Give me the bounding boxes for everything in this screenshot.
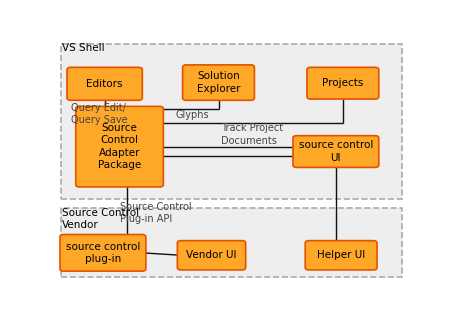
FancyBboxPatch shape (60, 235, 146, 271)
Text: Helper UI: Helper UI (316, 250, 364, 260)
Text: Source Control
Plug-in API: Source Control Plug-in API (119, 202, 191, 224)
Text: source control
plug-in: source control plug-in (65, 242, 140, 264)
Text: source control
UI: source control UI (298, 140, 372, 163)
FancyBboxPatch shape (76, 107, 163, 187)
Text: Query Edit/
Query Save: Query Edit/ Query Save (71, 103, 128, 125)
Text: Source Control
Vendor: Source Control Vendor (62, 208, 138, 230)
Text: VS Shell: VS Shell (62, 43, 104, 53)
FancyBboxPatch shape (306, 67, 378, 99)
Text: Solution
Explorer: Solution Explorer (196, 71, 240, 94)
FancyBboxPatch shape (177, 241, 245, 270)
FancyBboxPatch shape (292, 136, 378, 167)
FancyBboxPatch shape (182, 65, 254, 100)
Bar (60, 208, 401, 277)
FancyBboxPatch shape (67, 67, 142, 100)
Text: Source
Control
Adapter
Package: Source Control Adapter Package (98, 123, 141, 170)
Text: Glyphs: Glyphs (175, 110, 209, 120)
Text: Track Project
Documents: Track Project Documents (221, 124, 283, 146)
Text: Editors: Editors (86, 79, 123, 89)
Text: Vendor UI: Vendor UI (186, 250, 236, 260)
Bar (60, 44, 401, 199)
FancyBboxPatch shape (304, 241, 376, 270)
Text: Projects: Projects (322, 78, 363, 88)
